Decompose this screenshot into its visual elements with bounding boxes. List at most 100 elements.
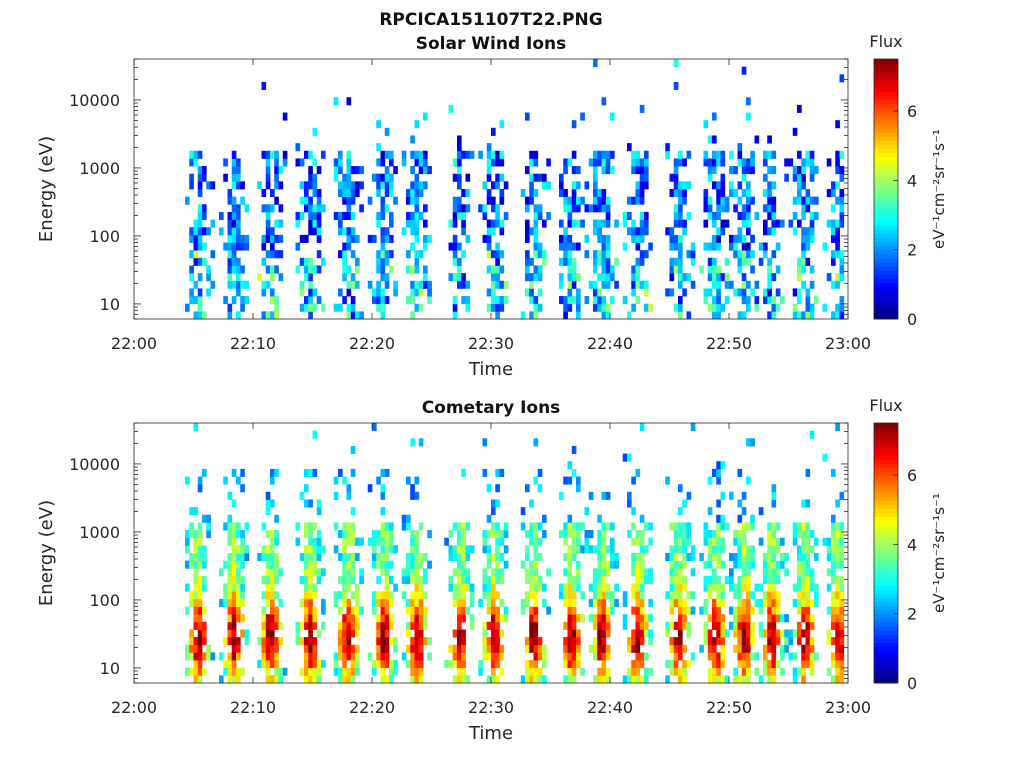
- spectrogram-cell: [520, 598, 526, 607]
- spectrogram-cell: [410, 219, 415, 228]
- spectrogram-cell: [635, 644, 641, 653]
- spectrogram-cell: [690, 280, 696, 289]
- spectrogram-cell: [270, 583, 275, 592]
- spectrogram-cell: [648, 522, 653, 531]
- spectrogram-cell: [406, 189, 411, 198]
- spectrogram-cell: [754, 135, 760, 144]
- spectrogram-cell: [686, 522, 692, 531]
- spectrogram-cell: [644, 150, 649, 159]
- spectrogram-cell: [780, 537, 785, 546]
- spectrogram-cell: [414, 606, 420, 615]
- spectrogram-cell: [525, 553, 530, 562]
- spectrogram-cell: [414, 189, 420, 198]
- spectrogram-cell: [597, 568, 602, 577]
- spectrogram-cell: [346, 629, 352, 638]
- spectrogram-cell: [542, 257, 547, 266]
- spectrogram-cell: [461, 644, 466, 653]
- spectrogram-cell: [338, 591, 343, 600]
- spectrogram-cell: [465, 675, 471, 684]
- spectrogram-cell: [406, 621, 411, 630]
- spectrogram-cell: [831, 514, 836, 523]
- spectrogram-cell: [805, 530, 811, 539]
- spectrogram-cell: [669, 522, 675, 531]
- spectrogram-cell: [809, 303, 815, 312]
- spectrogram-cell: [223, 667, 228, 676]
- spectrogram-cell: [491, 614, 496, 623]
- spectrogram-cell: [809, 652, 815, 661]
- spectrogram-cell: [236, 311, 241, 320]
- spectrogram-cell: [767, 568, 772, 577]
- spectrogram-cell: [316, 675, 322, 684]
- spectrogram-cell: [746, 667, 751, 676]
- colorbar-step: [874, 638, 898, 643]
- spectrogram-cell: [580, 196, 585, 205]
- spectrogram-cell: [805, 553, 811, 562]
- y-tick-label: 10000: [69, 455, 120, 474]
- spectrogram-cell: [737, 675, 743, 684]
- spectrogram-cell: [410, 606, 415, 615]
- spectrogram-cell: [639, 423, 645, 432]
- spectrogram-cell: [338, 250, 343, 259]
- spectrogram-cell: [750, 196, 755, 205]
- spectrogram-cell: [418, 591, 424, 600]
- spectrogram-cell: [639, 560, 645, 569]
- spectrogram-cell: [576, 652, 581, 661]
- spectrogram-cell: [482, 583, 488, 592]
- spectrogram-cell: [321, 606, 326, 615]
- spectrogram-cell: [567, 667, 573, 676]
- spectrogram-cell: [797, 257, 802, 266]
- spectrogram-cell: [418, 189, 424, 198]
- spectrogram-cell: [423, 591, 428, 600]
- spectrogram-cell: [542, 219, 547, 228]
- spectrogram-cell: [240, 468, 245, 477]
- spectrogram-cell: [367, 484, 373, 493]
- spectrogram-cell: [244, 637, 250, 646]
- spectrogram-cell: [491, 227, 496, 236]
- spectrogram-cell: [231, 522, 237, 531]
- spectrogram-cell: [750, 150, 755, 159]
- spectrogram-cell: [678, 189, 683, 198]
- spectrogram-cell: [588, 614, 594, 623]
- x-tick-label: 23:00: [825, 334, 871, 353]
- spectrogram-cell: [533, 227, 539, 236]
- spectrogram-cell: [563, 660, 568, 669]
- spectrogram-cell: [270, 652, 275, 661]
- spectrogram-cell: [414, 667, 420, 676]
- spectrogram-cell: [193, 280, 199, 289]
- spectrogram-cell: [537, 583, 543, 592]
- spectrogram-cell: [593, 303, 598, 312]
- colorbar-step: [874, 225, 898, 231]
- spectrogram-cell: [533, 242, 539, 251]
- spectrogram-cell: [529, 675, 534, 684]
- spectrogram-cell: [350, 311, 356, 320]
- spectrogram-cell: [380, 614, 386, 623]
- spectrogram-cell: [826, 667, 832, 676]
- spectrogram-cell: [533, 583, 539, 592]
- spectrogram-cell: [278, 568, 284, 577]
- spectrogram-cell: [529, 530, 534, 539]
- spectrogram-cell: [576, 637, 581, 646]
- spectrogram-cell: [227, 219, 233, 228]
- spectrogram-cell: [716, 265, 721, 274]
- spectrogram-cell: [767, 227, 772, 236]
- spectrogram-cell: [673, 211, 679, 220]
- colorbar-step: [874, 245, 898, 251]
- spectrogram-cell: [491, 598, 496, 607]
- spectrogram-cell: [669, 173, 675, 182]
- spectrogram-cell: [835, 660, 840, 669]
- spectrogram-cell: [784, 158, 789, 167]
- spectrogram-cell: [486, 143, 492, 152]
- spectrogram-cell: [274, 219, 279, 228]
- spectrogram-cell: [576, 644, 581, 653]
- spectrogram-cell: [835, 250, 840, 259]
- spectrogram-cell: [754, 652, 760, 661]
- spectrogram-cell: [486, 265, 492, 274]
- spectrogram-cell: [210, 250, 216, 259]
- spectrogram-cell: [376, 296, 381, 305]
- colorbar-label: Flux: [869, 32, 902, 51]
- spectrogram-cell: [635, 530, 641, 539]
- spectrogram-cell: [716, 476, 721, 485]
- spectrogram-cell: [839, 150, 845, 159]
- spectrogram-cell: [792, 127, 798, 136]
- spectrogram-cell: [707, 288, 713, 297]
